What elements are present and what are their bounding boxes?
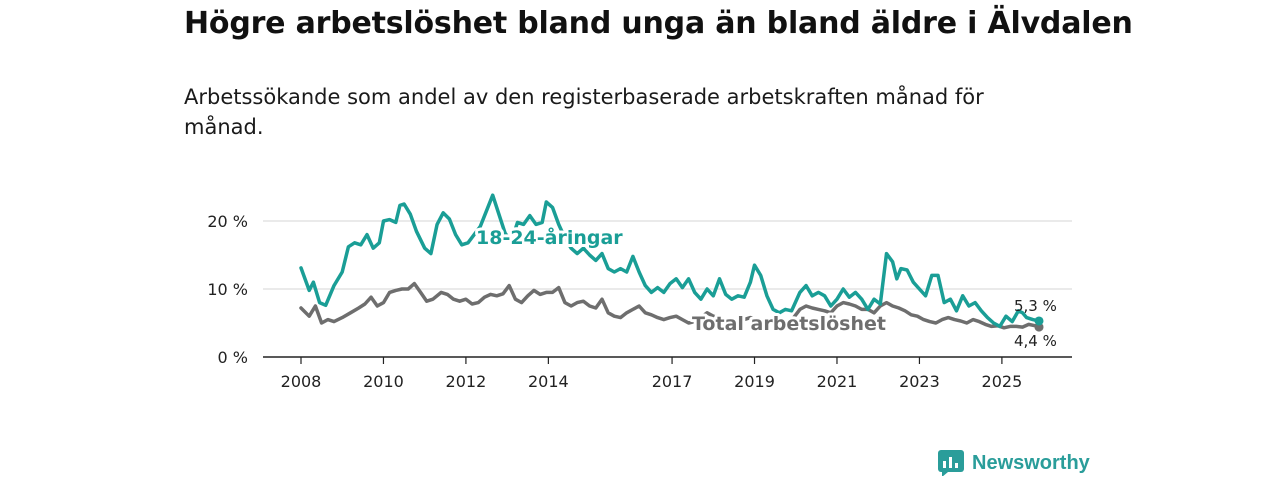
- x-tick-label: 2014: [528, 372, 569, 391]
- x-tick-label: 2021: [817, 372, 858, 391]
- x-tick-label: 2019: [734, 372, 775, 391]
- x-tick-label: 2023: [899, 372, 940, 391]
- grid-layer: [263, 220, 1072, 290]
- brand-logo: Newsworthy: [938, 450, 1090, 476]
- y-tick-label: 20 %: [207, 212, 248, 231]
- total-series-label-halo: Total arbetslöshet: [692, 313, 886, 335]
- chart-title: Högre arbetslöshet bland unga än bland ä…: [184, 6, 1133, 41]
- total-series-line: [299, 281, 1041, 330]
- total-series-label: Total arbetslöshet: [692, 313, 886, 335]
- newsworthy-logo-icon: [938, 450, 964, 476]
- y-tick-label: 10 %: [207, 280, 248, 299]
- youth-series-label-halo: 18-24-åringar: [476, 225, 623, 249]
- x-tick-label: 2010: [363, 372, 404, 391]
- y-tick-label: 0 %: [218, 348, 248, 367]
- x-tick-label: 2017: [652, 372, 693, 391]
- youth-end-value-label: 5,3 %: [1014, 297, 1057, 315]
- x-tick-label: 2008: [281, 372, 322, 391]
- brand-name: Newsworthy: [972, 451, 1090, 474]
- youth-series-end-point: [1034, 316, 1044, 326]
- series-layer: [299, 193, 1044, 332]
- x-tick-label: 2012: [446, 372, 487, 391]
- chart-subtitle: Arbetssökande som andel av den registerb…: [184, 85, 984, 139]
- youth-series-label: 18-24-åringar: [476, 225, 623, 249]
- x-tick-label: 2025: [982, 372, 1023, 391]
- axis-layer: 0 % 10 % 20 % 2008 2010 2012 2014 2017 2019 2021 2…: [207, 212, 1072, 391]
- line-chart: 0 % 10 % 20 % 2008 2010 2012 2014 2017 2019 2021 2…: [207, 193, 1072, 391]
- total-end-value-label: 4,4 %: [1014, 332, 1057, 350]
- youth-series-line: [299, 193, 1041, 329]
